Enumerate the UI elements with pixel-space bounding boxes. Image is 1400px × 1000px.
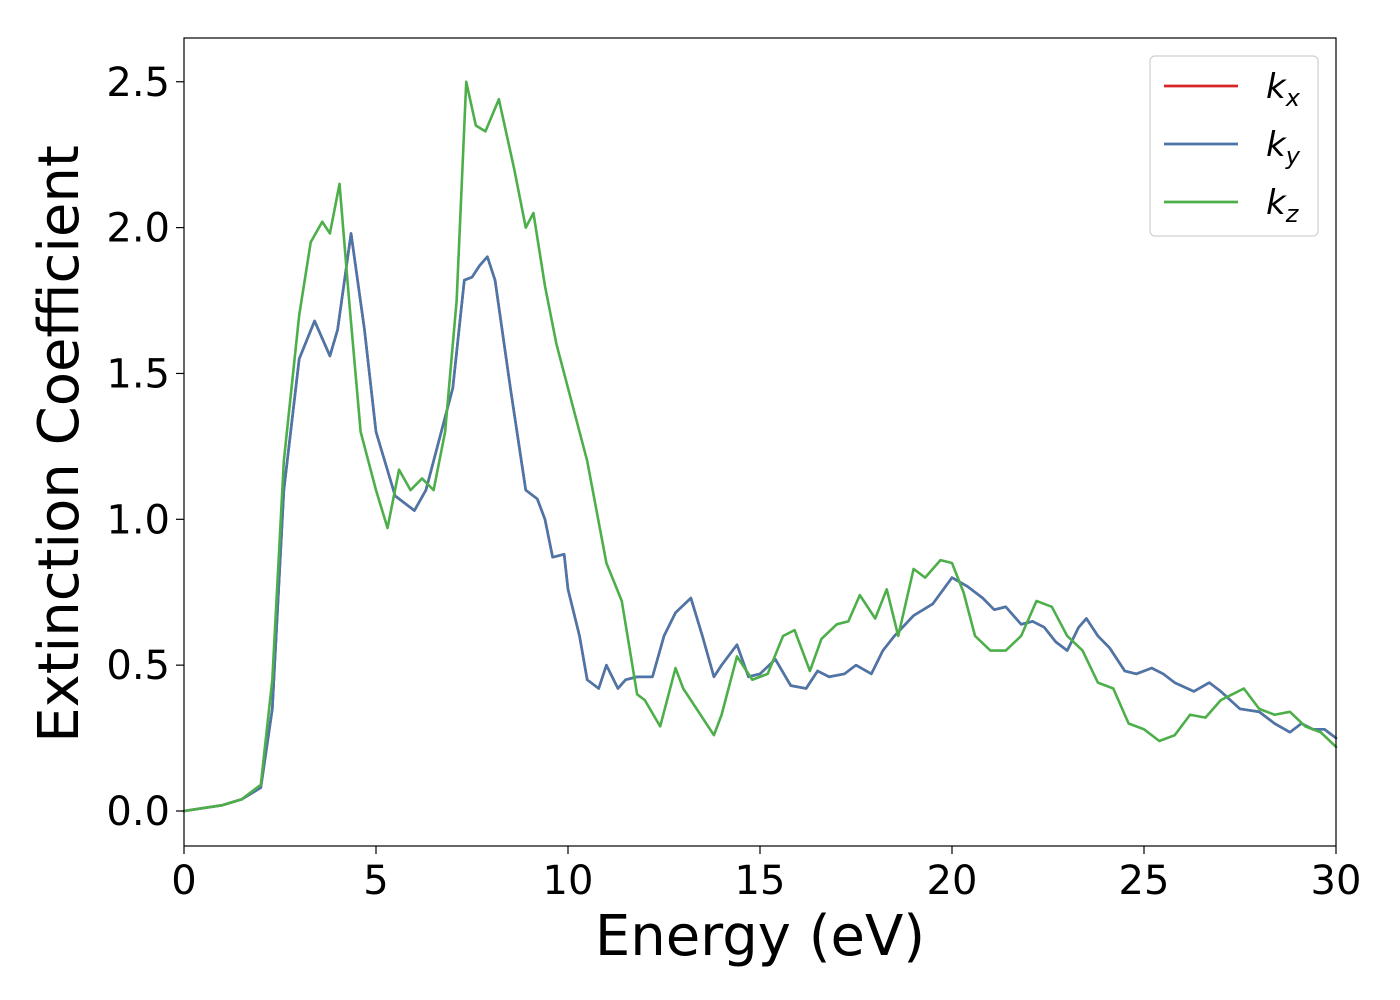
legend-label: kz	[1266, 183, 1300, 228]
axes-layer: 0 5 10 15 20 25 30 0.0 0.5 1.0 1.5 2.0 2.5	[106, 37, 1362, 904]
legend-label-subscript: z	[1285, 200, 1300, 228]
y-axis-title: Extinction Coefficient	[27, 145, 92, 743]
series-line-kz	[182, 80, 1338, 813]
x-tick-label: 15	[735, 858, 786, 904]
legend-label-subscript: x	[1285, 84, 1301, 112]
series-line-ky	[182, 232, 1338, 813]
legend-label: ky	[1266, 125, 1301, 170]
x-tick-label: 20	[927, 858, 978, 904]
y-tick-label: 0.5	[106, 643, 170, 689]
x-tick-label: 10	[543, 858, 594, 904]
x-tick-label: 0	[171, 858, 196, 904]
y-tick-label: 1.0	[106, 497, 170, 543]
x-tick-label: 5	[363, 858, 388, 904]
series-layer	[182, 80, 1338, 813]
legend-label-base: k	[1266, 67, 1287, 107]
x-tick-label: 30	[1311, 858, 1362, 904]
x-axis-title: Energy (eV)	[595, 904, 925, 969]
x-tick-label: 25	[1119, 858, 1170, 904]
y-tick-label: 2.5	[106, 60, 170, 106]
legend-label-base: k	[1266, 125, 1287, 165]
y-tick-label: 0.0	[106, 789, 170, 835]
legend-label-subscript: y	[1285, 142, 1301, 170]
legend-label: kx	[1266, 67, 1301, 112]
legend-label-base: k	[1266, 183, 1287, 223]
legend-box	[1149, 55, 1319, 237]
y-tick-label: 1.5	[106, 351, 170, 397]
y-tick-label: 2.0	[106, 206, 170, 252]
